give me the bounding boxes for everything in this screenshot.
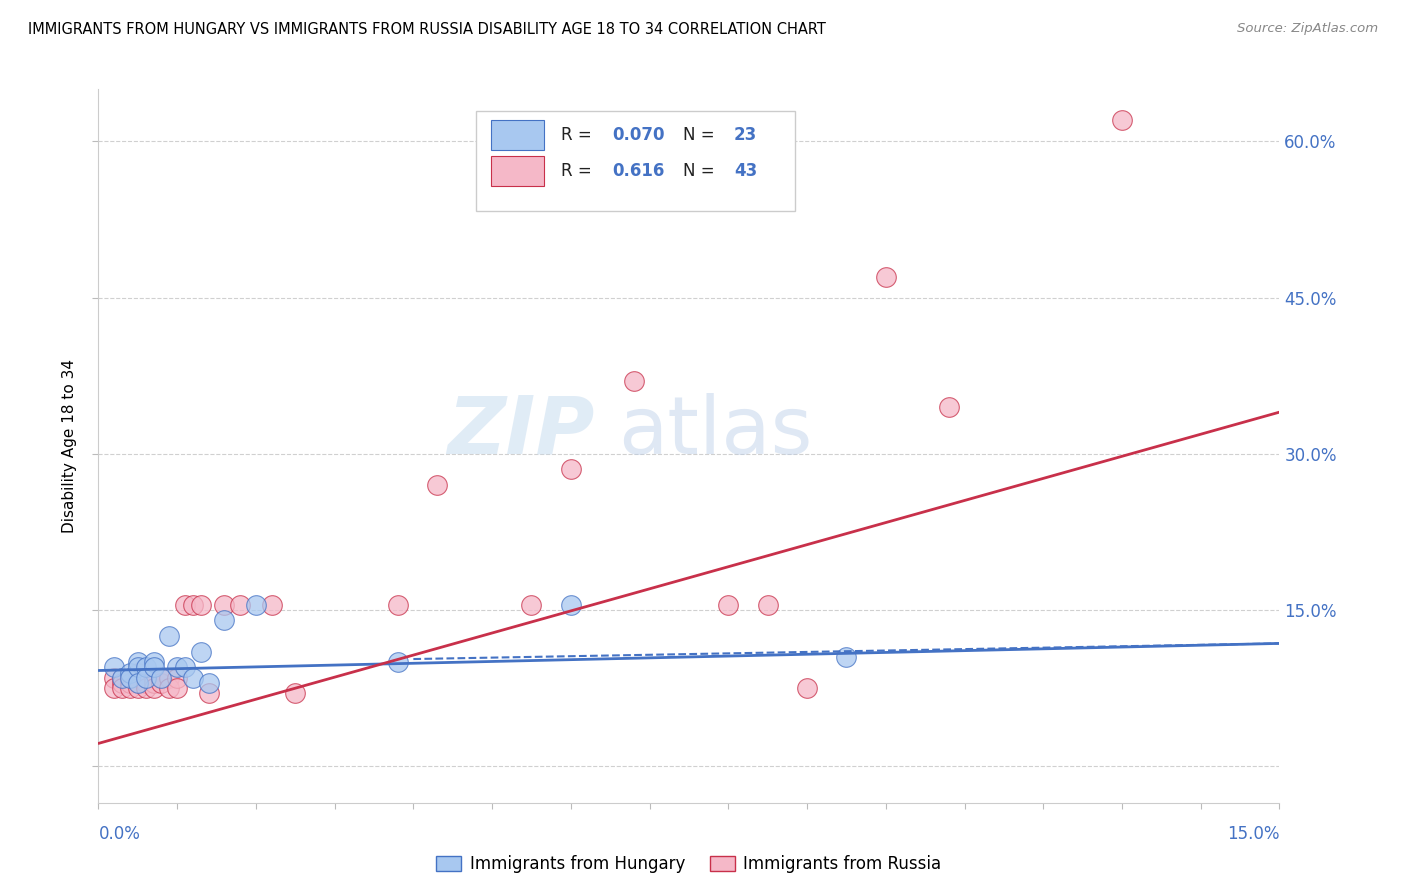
Point xyxy=(166,681,188,696)
Text: N =: N = xyxy=(683,161,720,179)
Point xyxy=(387,655,409,669)
FancyBboxPatch shape xyxy=(477,111,796,211)
Point xyxy=(135,676,157,690)
Text: atlas: atlas xyxy=(619,392,813,471)
Point xyxy=(150,671,173,685)
Point xyxy=(245,598,267,612)
Point xyxy=(142,655,165,669)
Point xyxy=(111,671,134,685)
Point xyxy=(142,676,165,690)
Y-axis label: Disability Age 18 to 34: Disability Age 18 to 34 xyxy=(62,359,77,533)
Point xyxy=(111,676,134,690)
FancyBboxPatch shape xyxy=(491,120,544,150)
Point xyxy=(229,598,252,612)
Text: 23: 23 xyxy=(734,126,756,144)
Point xyxy=(520,598,543,612)
Point xyxy=(142,660,165,674)
Point xyxy=(127,660,149,674)
Point xyxy=(118,671,141,685)
Point xyxy=(938,400,960,414)
Point xyxy=(135,681,157,696)
Legend: Immigrants from Hungary, Immigrants from Russia: Immigrants from Hungary, Immigrants from… xyxy=(430,849,948,880)
Point xyxy=(111,681,134,696)
Point xyxy=(166,671,188,685)
Point xyxy=(387,598,409,612)
Point xyxy=(181,598,204,612)
Point xyxy=(157,629,180,643)
Point xyxy=(150,671,173,685)
Text: ZIP: ZIP xyxy=(447,392,595,471)
Point xyxy=(127,665,149,680)
Point xyxy=(426,478,449,492)
Point xyxy=(174,598,197,612)
Point xyxy=(135,671,157,685)
Point xyxy=(103,660,125,674)
Point xyxy=(127,655,149,669)
Point xyxy=(118,676,141,690)
Point xyxy=(214,614,236,628)
Point xyxy=(127,681,149,696)
Point xyxy=(717,598,740,612)
Point xyxy=(181,671,204,685)
Point xyxy=(284,686,307,700)
Text: R =: R = xyxy=(561,161,603,179)
Point xyxy=(157,681,180,696)
Point xyxy=(260,598,283,612)
Point xyxy=(118,665,141,680)
Point xyxy=(835,649,858,664)
Text: 0.0%: 0.0% xyxy=(98,825,141,843)
Point xyxy=(118,681,141,696)
Point xyxy=(197,676,219,690)
Point xyxy=(127,676,149,690)
Text: 43: 43 xyxy=(734,161,756,179)
Point xyxy=(560,462,582,476)
Point xyxy=(875,269,897,284)
Point xyxy=(756,598,779,612)
Point xyxy=(111,671,134,685)
Point xyxy=(190,645,212,659)
FancyBboxPatch shape xyxy=(491,155,544,186)
Point xyxy=(103,671,125,685)
Point xyxy=(118,671,141,685)
Point xyxy=(560,598,582,612)
Text: 0.070: 0.070 xyxy=(612,126,665,144)
Point xyxy=(150,676,173,690)
Point xyxy=(1111,113,1133,128)
Text: Source: ZipAtlas.com: Source: ZipAtlas.com xyxy=(1237,22,1378,36)
Point xyxy=(190,598,212,612)
Point xyxy=(214,598,236,612)
Text: 15.0%: 15.0% xyxy=(1227,825,1279,843)
Point xyxy=(623,374,645,388)
Point xyxy=(142,681,165,696)
Point xyxy=(135,660,157,674)
Point xyxy=(796,681,818,696)
Point xyxy=(103,681,125,696)
Text: R =: R = xyxy=(561,126,598,144)
Point xyxy=(135,671,157,685)
Text: N =: N = xyxy=(683,126,720,144)
Point xyxy=(157,671,180,685)
Point xyxy=(197,686,219,700)
Point xyxy=(166,660,188,674)
Point xyxy=(127,671,149,685)
Point xyxy=(174,660,197,674)
Text: IMMIGRANTS FROM HUNGARY VS IMMIGRANTS FROM RUSSIA DISABILITY AGE 18 TO 34 CORREL: IMMIGRANTS FROM HUNGARY VS IMMIGRANTS FR… xyxy=(28,22,825,37)
Point xyxy=(127,676,149,690)
Text: 0.616: 0.616 xyxy=(612,161,665,179)
Point xyxy=(142,671,165,685)
